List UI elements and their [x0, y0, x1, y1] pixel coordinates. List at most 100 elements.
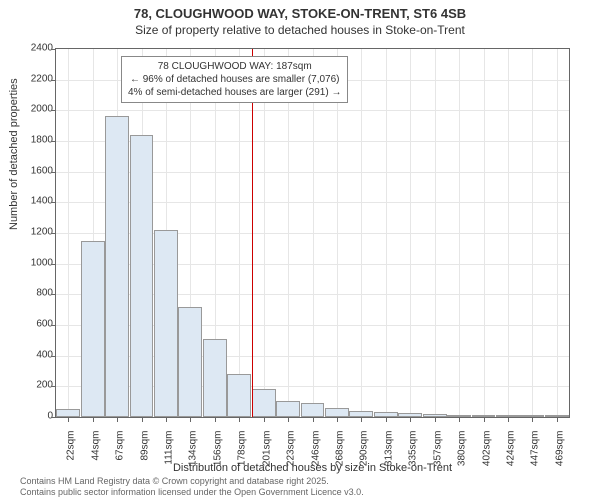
- gridline-v: [484, 49, 485, 417]
- y-tick-mark: [51, 141, 56, 142]
- y-tick-mark: [51, 417, 56, 418]
- y-tick-mark: [51, 264, 56, 265]
- histogram-bar: [178, 307, 202, 417]
- histogram-bar: [252, 389, 276, 417]
- histogram-bar: [227, 374, 251, 417]
- y-tick-label: 1800: [23, 135, 53, 146]
- x-tick-label: 380sqm: [457, 431, 468, 467]
- x-tick-mark: [459, 417, 460, 422]
- x-tick-label: 335sqm: [408, 431, 419, 467]
- y-tick-mark: [51, 233, 56, 234]
- y-tick-label: 1600: [23, 165, 53, 176]
- x-tick-label: 357sqm: [432, 431, 443, 467]
- x-tick-mark: [435, 417, 436, 422]
- chart-title-sub: Size of property relative to detached ho…: [0, 23, 600, 37]
- x-tick-label: 134sqm: [188, 431, 199, 467]
- y-tick-mark: [51, 202, 56, 203]
- gridline-v: [239, 49, 240, 417]
- y-tick-label: 1400: [23, 196, 53, 207]
- x-tick-label: 424sqm: [505, 431, 516, 467]
- x-tick-label: 67sqm: [115, 431, 126, 461]
- plot-area: 22sqm44sqm67sqm89sqm111sqm134sqm156sqm17…: [55, 48, 570, 418]
- footer-attribution: Contains HM Land Registry data © Crown c…: [20, 476, 364, 498]
- x-tick-mark: [215, 417, 216, 422]
- y-tick-mark: [51, 49, 56, 50]
- y-tick-mark: [51, 386, 56, 387]
- gridline-v: [435, 49, 436, 417]
- y-tick-label: 1200: [23, 227, 53, 238]
- gridline-v: [459, 49, 460, 417]
- x-tick-label: 89sqm: [139, 431, 150, 461]
- chart-container: 78, CLOUGHWOOD WAY, STOKE-ON-TRENT, ST6 …: [0, 0, 600, 500]
- x-tick-mark: [239, 417, 240, 422]
- x-tick-label: 22sqm: [66, 431, 77, 461]
- x-tick-mark: [166, 417, 167, 422]
- x-tick-label: 469sqm: [554, 431, 565, 467]
- reference-marker-line: [252, 49, 253, 417]
- gridline-v: [361, 49, 362, 417]
- x-tick-mark: [508, 417, 509, 422]
- y-tick-labels: 0200400600800100012001400160018002000220…: [0, 48, 55, 418]
- histogram-bar: [301, 403, 325, 417]
- x-tick-mark: [557, 417, 558, 422]
- footer-line2: Contains public sector information licen…: [20, 487, 364, 498]
- y-tick-mark: [51, 110, 56, 111]
- y-tick-label: 0: [23, 411, 53, 422]
- y-tick-label: 1000: [23, 257, 53, 268]
- histogram-bar: [56, 409, 80, 417]
- x-tick-mark: [361, 417, 362, 422]
- x-tick-mark: [313, 417, 314, 422]
- y-tick-mark: [51, 294, 56, 295]
- x-axis-label: Distribution of detached houses by size …: [55, 462, 570, 474]
- y-tick-label: 600: [23, 319, 53, 330]
- gridline-v: [264, 49, 265, 417]
- x-tick-label: 268sqm: [334, 431, 345, 467]
- x-tick-mark: [142, 417, 143, 422]
- y-tick-label: 200: [23, 380, 53, 391]
- chart-title-main: 78, CLOUGHWOOD WAY, STOKE-ON-TRENT, ST6 …: [0, 6, 600, 21]
- y-tick-mark: [51, 356, 56, 357]
- gridline-v: [508, 49, 509, 417]
- gridline-v: [532, 49, 533, 417]
- gridline-v: [313, 49, 314, 417]
- x-tick-label: 178sqm: [237, 431, 248, 467]
- histogram-bar: [81, 241, 105, 417]
- y-tick-label: 2000: [23, 104, 53, 115]
- gridline-v: [288, 49, 289, 417]
- y-tick-mark: [51, 80, 56, 81]
- x-tick-mark: [117, 417, 118, 422]
- y-tick-label: 800: [23, 288, 53, 299]
- y-tick-mark: [51, 172, 56, 173]
- x-tick-mark: [410, 417, 411, 422]
- x-tick-mark: [288, 417, 289, 422]
- x-tick-mark: [337, 417, 338, 422]
- x-tick-label: 223sqm: [286, 431, 297, 467]
- annotation-line2: ← 96% of detached houses are smaller (7,…: [128, 73, 341, 86]
- histogram-bar: [203, 339, 227, 417]
- x-tick-label: 201sqm: [261, 431, 272, 467]
- x-tick-mark: [190, 417, 191, 422]
- x-tick-mark: [386, 417, 387, 422]
- histogram-bar: [154, 230, 178, 417]
- x-tick-label: 111sqm: [163, 431, 174, 465]
- x-tick-mark: [264, 417, 265, 422]
- histogram-bar: [325, 408, 349, 417]
- x-tick-label: 246sqm: [310, 431, 321, 467]
- gridline-v: [386, 49, 387, 417]
- x-tick-label: 402sqm: [481, 431, 492, 467]
- x-tick-mark: [68, 417, 69, 422]
- y-tick-mark: [51, 325, 56, 326]
- annotation-box: 78 CLOUGHWOOD WAY: 187sqm ← 96% of detac…: [121, 56, 348, 103]
- gridline-v: [337, 49, 338, 417]
- histogram-bar: [105, 116, 129, 417]
- histogram-bar: [276, 401, 300, 417]
- y-tick-label: 400: [23, 349, 53, 360]
- x-tick-label: 290sqm: [359, 431, 370, 467]
- x-tick-mark: [484, 417, 485, 422]
- annotation-line3: 4% of semi-detached houses are larger (2…: [128, 86, 341, 99]
- gridline-v: [410, 49, 411, 417]
- x-tick-label: 156sqm: [212, 431, 223, 467]
- title-block: 78, CLOUGHWOOD WAY, STOKE-ON-TRENT, ST6 …: [0, 0, 600, 37]
- y-tick-label: 2400: [23, 43, 53, 54]
- gridline-v: [557, 49, 558, 417]
